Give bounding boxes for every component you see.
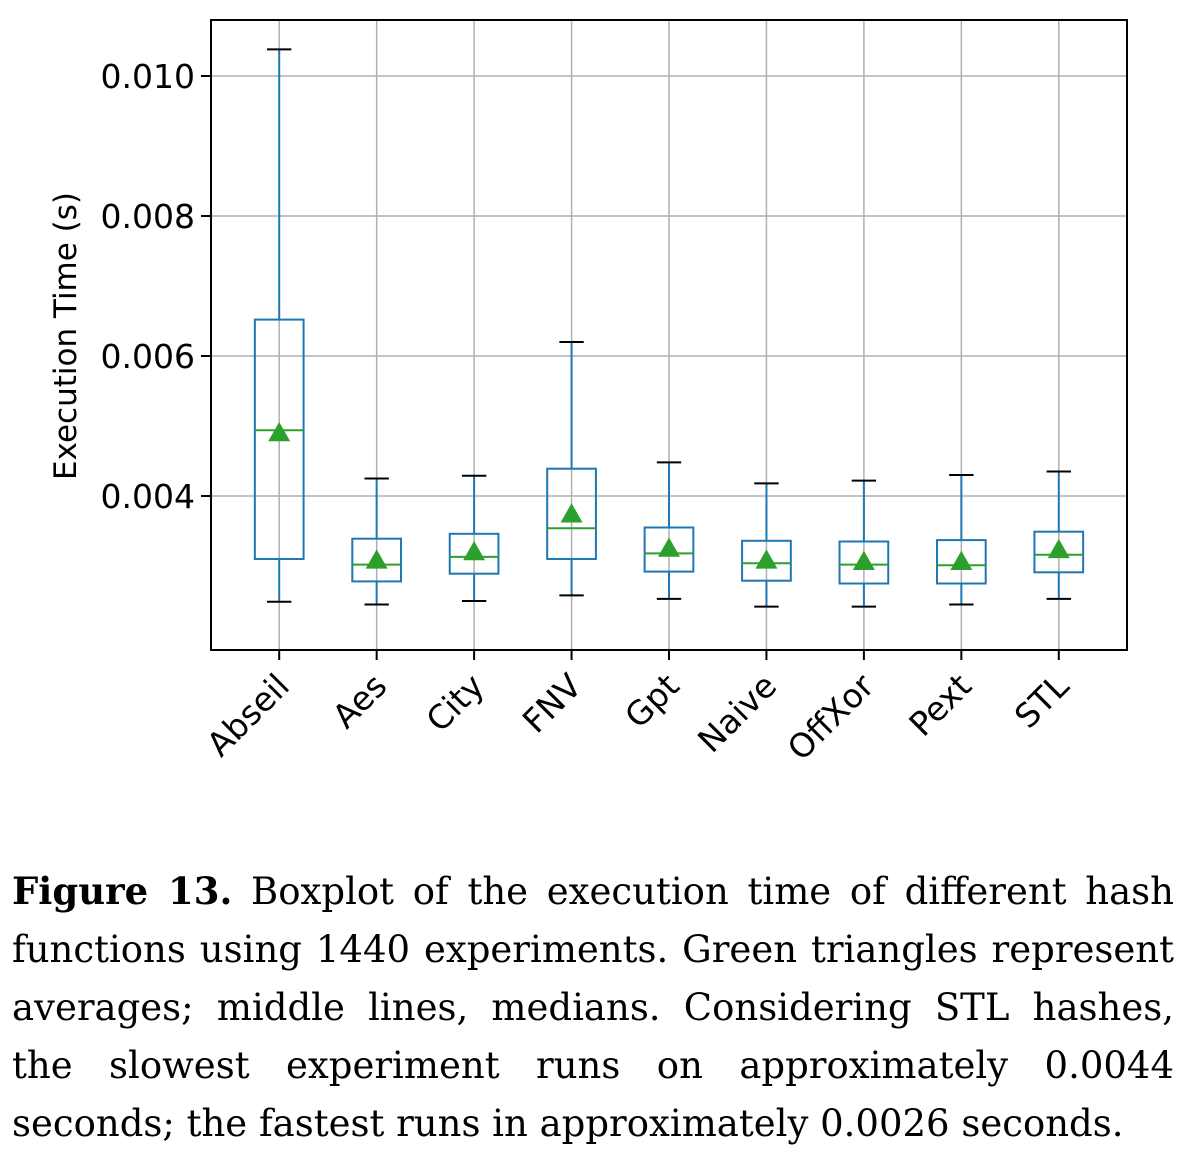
caption-text: Boxplot of the execution time of differe… (12, 870, 1174, 1145)
y-tick-label: 0.004 (101, 477, 195, 516)
box-pext (935, 474, 987, 606)
mean-triangle (950, 550, 973, 571)
box-naive (741, 482, 792, 608)
caption-lead: Figure 13. (12, 869, 233, 913)
y-axis-label: Execution Time (s) (48, 192, 84, 480)
box-fnv (546, 341, 597, 597)
x-tick-label: Naive (690, 666, 784, 760)
iqr-box (253, 318, 305, 560)
iqr-box (741, 539, 792, 582)
iqr-box (351, 537, 403, 583)
mean-triangle (463, 541, 486, 561)
x-tick-label: Aes (325, 666, 395, 736)
mean-triangle (1047, 538, 1070, 559)
box-aes (351, 477, 403, 606)
mean-triangle (560, 503, 583, 523)
x-tick-label: OffXor (780, 666, 882, 768)
mean-triangle (852, 550, 875, 571)
x-tick-label: STL (1007, 666, 1077, 736)
iqr-box (935, 539, 987, 585)
iqr-box (546, 467, 597, 561)
box-offxor (838, 479, 890, 608)
box-abseil (253, 48, 305, 603)
mean-triangle (755, 549, 778, 569)
iqr-box (838, 540, 890, 585)
iqr-box (1033, 530, 1085, 574)
box-city (448, 474, 500, 602)
x-tick-label: Abseil (199, 666, 297, 764)
y-tick-label: 0.006 (101, 337, 195, 376)
boxes (253, 48, 1085, 608)
y-tick-label: 0.010 (101, 57, 195, 96)
iqr-box (643, 526, 695, 573)
x-tick-label: City (418, 666, 491, 739)
mean-triangle (268, 422, 291, 442)
mean-triangle (365, 549, 388, 569)
x-tick-label: Gpt (617, 666, 687, 736)
figure-caption: Figure 13. Boxplot of the execution time… (12, 862, 1174, 1153)
x-tick-label: Pext (901, 666, 979, 744)
box-stl (1033, 470, 1085, 600)
boxplot-chart: 0.004 0.006 0.008 0.010 Abseil Aes City FNV Gpt… (48, 19, 1128, 768)
box-gpt (643, 461, 695, 600)
y-tick-label: 0.008 (101, 197, 195, 236)
mean-triangle (658, 537, 680, 557)
y-axis-ticks: 0.004 0.006 0.008 0.010 (101, 57, 211, 516)
iqr-box (448, 532, 500, 575)
x-tick-label: FNV (515, 666, 590, 741)
